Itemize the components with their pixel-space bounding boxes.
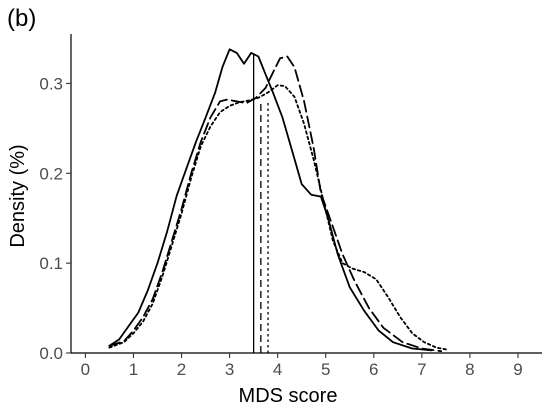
y-axis-title: Density (%) [7, 144, 29, 247]
x-tick-label: 7 [417, 360, 426, 379]
plot-area: 0 1 2 3 4 5 6 7 8 9 0.0 0.1 0.2 0.3 [39, 34, 542, 379]
x-tick-label: 6 [369, 360, 378, 379]
x-tick-label: 9 [513, 360, 522, 379]
y-tick-label: 0.1 [39, 254, 63, 273]
x-axis-title: MDS score [239, 385, 338, 407]
density-curve-longdash [108, 55, 442, 353]
x-tick-label: 4 [273, 360, 282, 379]
y-tick-label: 0.0 [39, 344, 63, 363]
x-tick-label: 0 [81, 360, 90, 379]
x-tick-label: 2 [177, 360, 186, 379]
x-tick-label: 3 [225, 360, 234, 379]
x-tick-label: 1 [129, 360, 138, 379]
y-tick-label: 0.3 [39, 74, 63, 93]
panel-label: (b) [7, 5, 36, 32]
density-curve-solid [108, 48, 433, 352]
x-tick-label: 8 [465, 360, 474, 379]
density-curve-dotted [108, 84, 447, 351]
x-tick-label: 5 [321, 360, 330, 379]
y-tick-label: 0.2 [39, 164, 63, 183]
